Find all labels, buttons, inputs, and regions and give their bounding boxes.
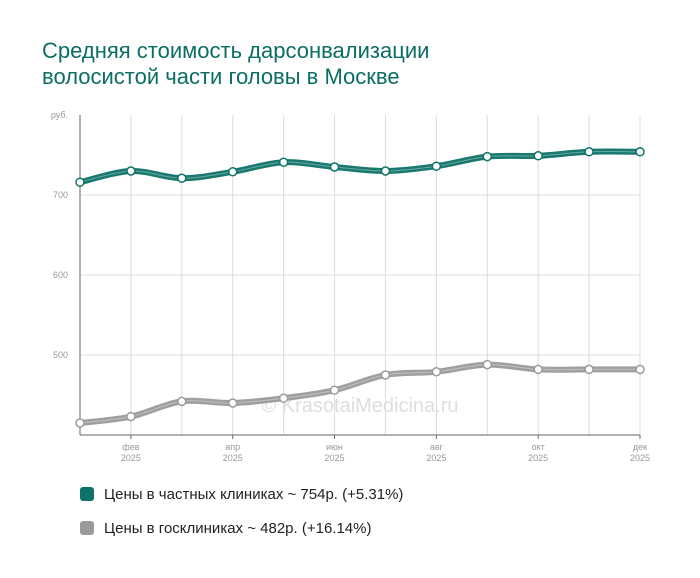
data-point-0 <box>329 162 340 172</box>
x-tick-label-year: 2025 <box>325 453 345 463</box>
data-point-0 <box>533 151 543 161</box>
data-point-1 <box>380 370 391 380</box>
data-point-1 <box>227 398 238 408</box>
watermark: © KrasotaiMedicina.ru <box>261 395 458 417</box>
data-point-0 <box>177 173 187 183</box>
data-point-0 <box>482 151 493 162</box>
data-point-0 <box>75 177 85 187</box>
data-point-0 <box>126 166 136 176</box>
data-point-1 <box>177 396 187 407</box>
chart-title-line-2: волосистой части головы в Москве <box>42 64 400 89</box>
legend: Цены в частных клиниках ~ 754р. (+5.31%)… <box>80 484 403 552</box>
legend-label-private: Цены в частных клиниках ~ 754р. (+5.31%) <box>104 485 404 503</box>
data-point-1 <box>482 359 493 370</box>
x-tick-label-month: окт <box>532 442 545 452</box>
data-point-0 <box>278 157 289 167</box>
x-tick-label-month: апр <box>225 442 240 452</box>
legend-item-public[interactable]: Цены в госклиниках ~ 482р. (+16.14%) <box>80 518 403 538</box>
series-line-0 <box>77 148 643 186</box>
data-point-1 <box>533 364 543 375</box>
data-point-0 <box>584 147 594 157</box>
x-tick-label-year: 2025 <box>121 453 141 463</box>
y-tick-label: 600 <box>53 270 68 280</box>
x-tick-label-year: 2025 <box>223 453 243 463</box>
x-tick-label-year: 2025 <box>630 453 650 463</box>
data-point-0 <box>635 147 645 157</box>
x-tick-label-month: фев <box>122 442 139 452</box>
x-tick-label-year: 2025 <box>426 453 446 463</box>
data-point-0 <box>227 167 238 177</box>
x-tick-label-month: дек <box>633 442 647 452</box>
y-tick-label: 500 <box>53 350 68 360</box>
data-point-1 <box>584 364 594 375</box>
y-axis-unit-label: руб. <box>51 110 68 120</box>
x-tick-label-month: авг <box>430 442 444 452</box>
chart-title: Средняя стоимость дарсонвализации волоси… <box>42 38 642 90</box>
line-chart: 500600700руб.фев2025апр2025июн2025авг202… <box>51 110 650 463</box>
x-tick-label-month: июн <box>326 442 343 452</box>
data-point-1 <box>278 393 289 403</box>
legend-label-public: Цены в госклиниках ~ 482р. (+16.14%) <box>104 519 372 537</box>
data-point-1 <box>431 367 442 377</box>
data-point-1 <box>635 364 645 375</box>
data-point-1 <box>126 411 136 422</box>
x-tick-label-year: 2025 <box>528 453 548 463</box>
legend-swatch-public <box>80 521 94 535</box>
data-point-1 <box>329 385 340 395</box>
legend-swatch-private <box>80 487 94 501</box>
data-point-0 <box>380 166 391 176</box>
legend-item-private[interactable]: Цены в частных клиниках ~ 754р. (+5.31%) <box>80 484 403 504</box>
y-tick-label: 700 <box>53 190 68 200</box>
data-point-0 <box>431 161 442 171</box>
data-point-1 <box>75 418 85 428</box>
chart-title-line-1: Средняя стоимость дарсонвализации <box>42 38 430 63</box>
